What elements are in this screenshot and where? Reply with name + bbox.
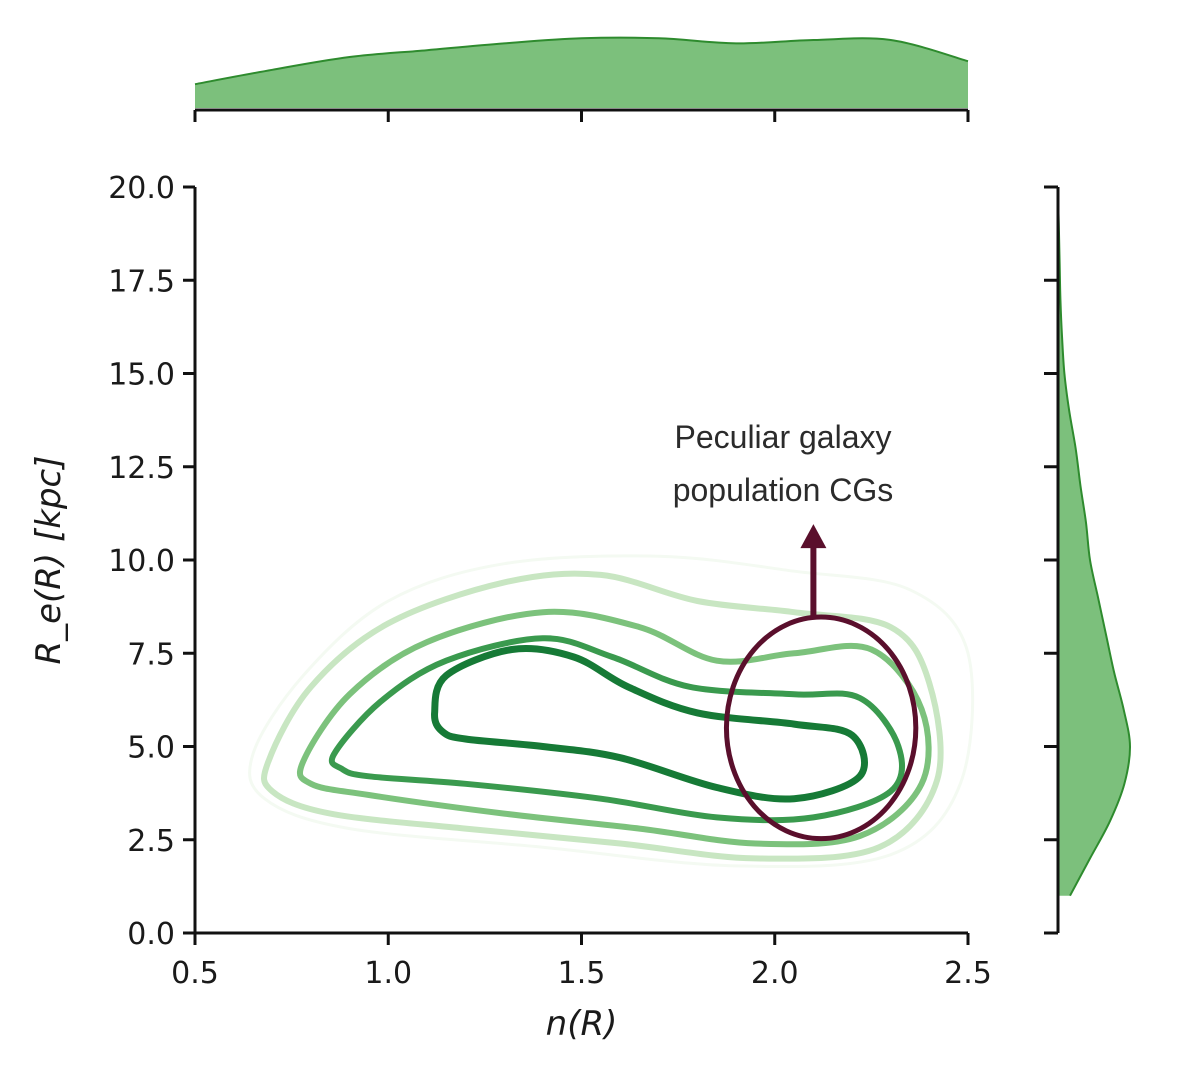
x-tick-label: 0.5 — [171, 956, 219, 991]
right-marginal-fill — [1058, 194, 1131, 896]
x-axis-label: n(R) — [546, 1004, 618, 1044]
y-tick-label: 17.5 — [108, 264, 175, 299]
right-marginal-density — [1044, 185, 1132, 935]
y-axis-label-text: R_e(R) [kpc] — [29, 456, 69, 665]
annotation-arrow-head — [800, 524, 827, 549]
y-tick-label: 7.5 — [127, 637, 175, 672]
y-tick-label: 5.0 — [127, 731, 175, 766]
annotation-group: Peculiar galaxy population CGs — [673, 419, 919, 842]
y-tick-label: 15.0 — [108, 358, 175, 393]
annotation-text-line1: Peculiar galaxy — [675, 419, 892, 455]
y-tick-label: 12.5 — [108, 451, 175, 486]
top-marginal-fill — [195, 37, 968, 108]
y-axis-label: R_e(R) [kpc] — [29, 456, 69, 665]
x-tick-label: 1.5 — [558, 956, 606, 991]
contour-level-4 — [328, 635, 905, 824]
contour-level-2 — [261, 570, 944, 862]
top-marginal-density — [193, 36, 970, 122]
annotation-text-line2: population CGs — [673, 472, 894, 508]
kde-contours — [248, 554, 975, 869]
y-tick-label: 10.0 — [108, 544, 175, 579]
contour-level-1 — [248, 554, 975, 869]
y-tick-label: 2.5 — [127, 824, 175, 859]
main-axes: 0.5 1.0 1.5 2.0 2.5 0.0 2.5 5.0 7.5 10.0 12.5 15.0 1… — [108, 171, 992, 991]
top-marginal-line — [194, 36, 969, 86]
contour-level-5 — [431, 644, 868, 803]
contour-level-3 — [296, 608, 932, 848]
x-tick-label: 1.0 — [364, 956, 412, 991]
right-marginal-line — [1057, 194, 1132, 897]
x-tick-label: 2.0 — [751, 956, 799, 991]
y-tick-label: 20.0 — [108, 171, 175, 206]
y-tick-label: 0.0 — [127, 917, 175, 952]
annotation-circle — [723, 614, 919, 842]
x-tick-label: 2.5 — [944, 956, 992, 991]
